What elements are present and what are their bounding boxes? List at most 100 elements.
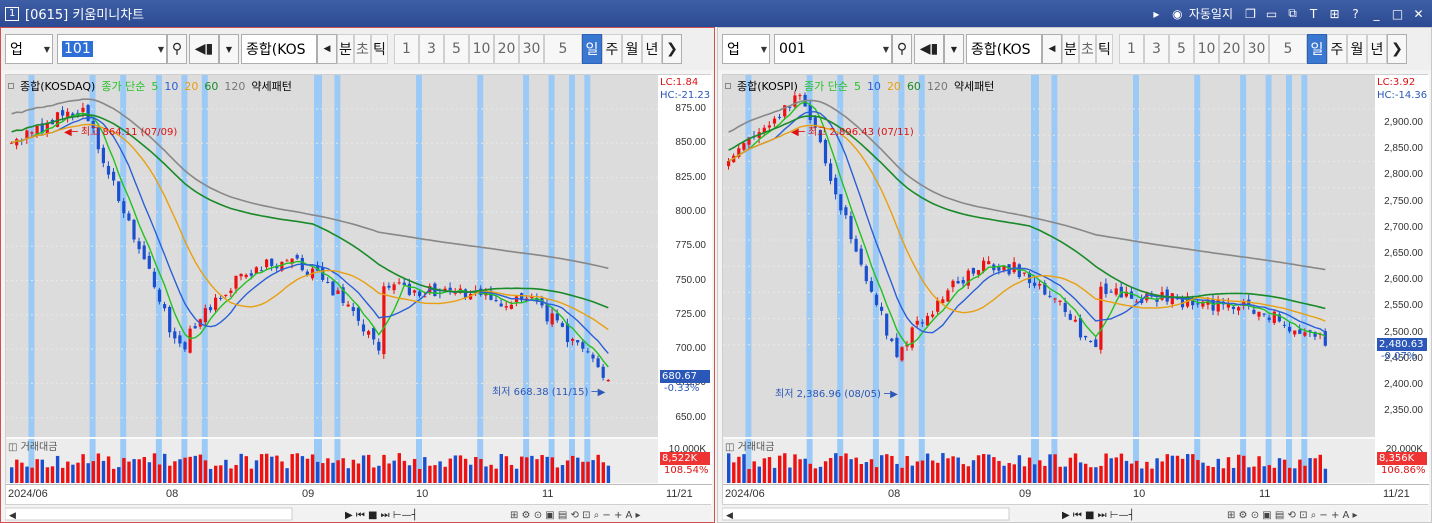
period-5[interactable]: 5 — [1169, 34, 1194, 64]
group-icon[interactable]: ⧉ — [1288, 6, 1297, 20]
mode-month[interactable]: 월 — [1347, 34, 1367, 64]
y-tick: 850.00 — [675, 137, 706, 149]
chevron-right-icon[interactable]: ▸ — [1153, 6, 1160, 21]
period-5[interactable]: 5 — [444, 34, 469, 64]
volume-bar — [520, 456, 524, 483]
price-plot[interactable] — [723, 75, 1375, 437]
volume-bar — [188, 456, 192, 483]
unit-minute[interactable]: 분 — [337, 34, 354, 64]
volume-bar — [147, 462, 152, 483]
speaker-dropdown-icon[interactable]: ▼ — [219, 34, 239, 64]
candle-body — [1129, 291, 1134, 299]
candle-body — [976, 270, 981, 275]
candle-body — [1150, 293, 1154, 297]
speaker-dropdown-icon[interactable]: ▼ — [944, 34, 964, 64]
unit-second[interactable]: 초 — [354, 34, 371, 64]
volume-bar — [387, 463, 391, 483]
prev-arrow-icon[interactable]: ◀ — [317, 34, 337, 64]
mode-year[interactable]: 년 — [642, 34, 662, 64]
candle-body — [874, 294, 879, 305]
volume-bar — [254, 460, 259, 483]
volume-bar — [101, 460, 106, 483]
grid-icon[interactable]: ⊞ — [1329, 6, 1340, 21]
mode-month[interactable]: 월 — [622, 34, 642, 64]
candle-body — [1323, 331, 1327, 346]
period-1[interactable]: 1 — [394, 34, 419, 64]
ma-20: 20 — [886, 79, 901, 93]
period-custom-select[interactable]: 5 — [544, 34, 582, 64]
ma-5: 5 — [853, 79, 861, 93]
volume-bar — [152, 453, 157, 483]
period-30[interactable]: 30 — [1244, 34, 1269, 64]
candle-body — [157, 289, 162, 302]
minimize-icon[interactable]: _ — [1373, 6, 1380, 21]
y-tick: 2,350.00 — [1384, 405, 1423, 417]
x-tick: 08 — [888, 488, 901, 500]
next-arrow-icon[interactable]: ❯ — [1387, 34, 1407, 64]
volume-bar — [423, 457, 427, 483]
period-10[interactable]: 10 — [469, 34, 494, 64]
candle-body — [1048, 295, 1052, 297]
panel-toolbar: 업 101 ⚲ ◀▮ ▼ 종합(KOS ◀ 분 초 틱 1 3 5 10 20 … — [1, 28, 714, 70]
chart-area[interactable]: 종합(KOSPI) 종가 단순 5 10 20 60 120 약세패턴 LC:3… — [722, 74, 1429, 505]
volume-bar — [1308, 458, 1312, 483]
close-icon[interactable]: ✕ — [1413, 6, 1424, 21]
help-icon[interactable]: ? — [1352, 6, 1359, 21]
volume-bar — [81, 454, 85, 483]
search-icon[interactable]: ⚲ — [167, 34, 187, 64]
candle-body — [545, 303, 549, 322]
period-20[interactable]: 20 — [1219, 34, 1244, 64]
volume-bar — [767, 457, 772, 483]
code-input[interactable]: 001 — [774, 34, 892, 64]
unit-minute[interactable]: 분 — [1062, 34, 1079, 64]
volume-bar — [946, 458, 950, 483]
box-icon[interactable]: ▭ — [1265, 6, 1278, 21]
volume-plot[interactable] — [6, 439, 658, 483]
unit-second[interactable]: 초 — [1079, 34, 1096, 64]
volume-bar — [310, 454, 315, 483]
code-input[interactable]: 101 — [57, 34, 167, 64]
chart-area[interactable]: 종합(KOSDAQ) 종가 단순 5 10 20 60 120 약세패턴 LC:… — [5, 74, 712, 505]
period-3[interactable]: 3 — [419, 34, 444, 64]
clock-icon[interactable]: ◉ — [1172, 6, 1183, 21]
speaker-icon[interactable]: ◀▮ — [914, 34, 944, 64]
mode-year[interactable]: 년 — [1367, 34, 1387, 64]
mode-week[interactable]: 주 — [602, 34, 622, 64]
market-type-select[interactable]: 업 — [5, 34, 53, 64]
period-1[interactable]: 1 — [1119, 34, 1144, 64]
restore-icon[interactable]: ❐ — [1245, 6, 1256, 21]
period-3[interactable]: 3 — [1144, 34, 1169, 64]
period-20[interactable]: 20 — [494, 34, 519, 64]
next-arrow-icon[interactable]: ❯ — [662, 34, 682, 64]
price-plot[interactable] — [6, 75, 658, 437]
search-icon[interactable]: ⚲ — [892, 34, 912, 64]
mode-week[interactable]: 주 — [1327, 34, 1347, 64]
mode-day[interactable]: 일 — [582, 34, 602, 64]
period-30[interactable]: 30 — [519, 34, 544, 64]
mode-day[interactable]: 일 — [1307, 34, 1327, 64]
speaker-icon[interactable]: ◀▮ — [189, 34, 219, 64]
pattern-highlight — [201, 75, 208, 437]
font-icon[interactable]: T — [1309, 6, 1318, 21]
market-type-select[interactable]: 업 — [722, 34, 770, 64]
candle-body — [1272, 311, 1276, 323]
candle-body — [530, 296, 534, 299]
unit-tick[interactable]: 틱 — [1096, 34, 1113, 64]
pattern-highlight — [477, 75, 484, 437]
auto-journal-label[interactable]: 자동일지 — [1188, 7, 1233, 21]
maximize-icon[interactable]: □ — [1391, 6, 1404, 21]
volume-plot[interactable] — [723, 439, 1375, 483]
candle-body — [336, 290, 340, 294]
prev-arrow-icon[interactable]: ◀ — [1042, 34, 1062, 64]
unit-tick[interactable]: 틱 — [371, 34, 388, 64]
candle-body — [61, 110, 65, 116]
volume-bar — [1288, 467, 1292, 483]
period-10[interactable]: 10 — [1194, 34, 1219, 64]
candle-body — [377, 341, 381, 351]
volume-bar — [208, 468, 213, 483]
lc-label: LC:1.84 — [660, 77, 699, 88]
candle-body — [71, 113, 75, 117]
volume-bar — [183, 457, 187, 483]
period-custom-select[interactable]: 5 — [1269, 34, 1307, 64]
price-change-label: -0.33% — [664, 383, 700, 394]
